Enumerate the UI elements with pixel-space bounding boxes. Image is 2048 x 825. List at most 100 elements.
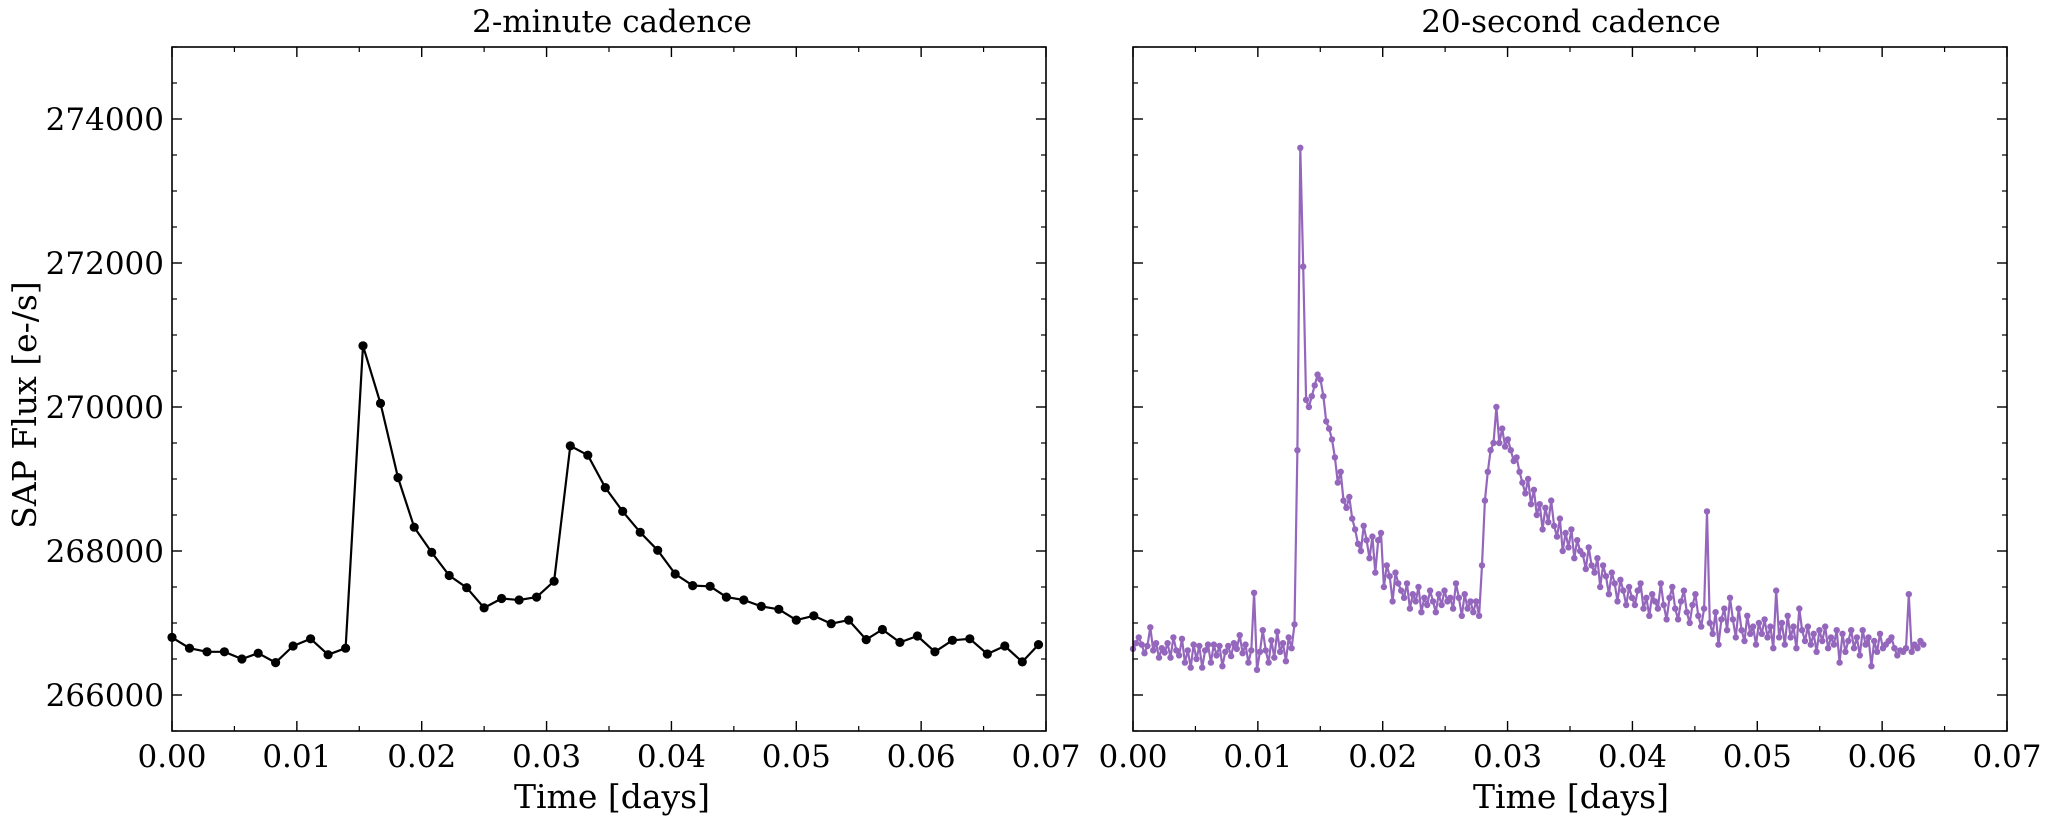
data-point — [1291, 621, 1298, 628]
data-point — [1138, 641, 1145, 648]
axis-ticks: 0.00 0.01 0.02 0.03 0.04 0.05 0.06 0.07 — [1098, 46, 2042, 775]
data-point — [1836, 659, 1843, 666]
data-point — [1294, 447, 1301, 454]
data-point — [1524, 475, 1532, 483]
data-point — [1155, 654, 1163, 661]
data-point — [1216, 642, 1223, 650]
data-point — [1178, 635, 1186, 642]
data-point — [1493, 403, 1500, 411]
data-point — [1784, 612, 1791, 619]
data-point — [462, 583, 472, 593]
data-point — [1824, 645, 1832, 652]
data-point — [1285, 634, 1292, 641]
data-point — [1400, 594, 1408, 601]
data-point — [1709, 630, 1716, 637]
data-point — [1628, 594, 1636, 601]
data-point — [1721, 605, 1728, 612]
data-point — [1196, 642, 1203, 650]
data-point — [1654, 605, 1662, 612]
data-point — [1017, 657, 1027, 667]
data-point — [1859, 627, 1866, 634]
data-point — [1409, 591, 1417, 598]
data-point — [1891, 645, 1898, 652]
data-point — [1767, 623, 1774, 630]
data-point — [739, 595, 749, 605]
x-tick-label: 0.07 — [1011, 739, 1080, 775]
data-point — [358, 341, 368, 351]
data-point — [1268, 637, 1275, 644]
data-point — [1499, 425, 1506, 432]
data-point — [1770, 645, 1777, 652]
data-point — [1822, 623, 1829, 630]
data-point — [1692, 591, 1699, 598]
data-point — [1311, 382, 1318, 389]
data-point — [1271, 654, 1278, 661]
data-point — [1597, 583, 1604, 591]
data-point — [861, 635, 871, 645]
chart-title: 20-second cadence — [1421, 4, 1721, 40]
x-tick-label: 0.02 — [1348, 739, 1417, 775]
x-tick-label: 0.01 — [1223, 739, 1292, 775]
data-point — [895, 637, 905, 648]
data-point — [1282, 658, 1290, 665]
data-point — [1432, 609, 1440, 616]
chart-panel-2min: 2-minute cadence SAP Flux [e-/s] Time [d… — [5, 4, 1081, 816]
data-point — [1920, 641, 1927, 648]
data-point — [1426, 587, 1434, 594]
data-point — [1447, 594, 1454, 601]
data-point — [1539, 526, 1546, 533]
data-point — [1842, 648, 1849, 655]
data-point — [1905, 591, 1913, 598]
data-point — [618, 506, 628, 516]
data-point — [1230, 640, 1238, 647]
data-point — [965, 634, 975, 644]
plot-area — [1129, 144, 1927, 673]
data-point — [1328, 436, 1336, 443]
data-point — [1830, 641, 1838, 648]
x-tick-label: 0.06 — [887, 739, 956, 775]
data-point — [1424, 601, 1431, 609]
data-point — [1331, 454, 1339, 461]
data-point — [1351, 526, 1359, 533]
data-point — [1674, 616, 1682, 623]
data-point — [1781, 641, 1789, 648]
data-point — [1227, 652, 1235, 660]
data-point — [1193, 655, 1200, 663]
data-point — [1865, 634, 1872, 641]
data-point — [1308, 393, 1316, 400]
data-point — [1827, 634, 1835, 641]
data-point — [1297, 144, 1304, 151]
data-point — [1135, 634, 1143, 641]
data-point — [1790, 623, 1797, 630]
data-point — [1147, 624, 1154, 631]
x-tick-label: 0.03 — [512, 739, 581, 775]
data-point — [1545, 519, 1552, 526]
data-point — [1406, 605, 1414, 612]
data-point — [1798, 627, 1806, 634]
data-point — [1461, 591, 1468, 598]
data-point — [1761, 616, 1768, 623]
y-tick-label: 272000 — [46, 246, 164, 282]
data-point — [409, 522, 419, 532]
data-point — [1343, 504, 1350, 511]
data-point — [1868, 663, 1875, 670]
data-point — [583, 450, 593, 460]
data-point — [1816, 627, 1823, 634]
x-tick-label: 0.04 — [637, 739, 706, 775]
data-point — [1602, 573, 1610, 580]
data-point — [1640, 605, 1647, 612]
data-point — [1536, 501, 1543, 508]
data-point — [1464, 605, 1471, 612]
data-point — [1530, 486, 1538, 493]
data-point — [1726, 594, 1734, 601]
data-point — [1222, 648, 1229, 655]
data-point — [1744, 612, 1751, 619]
data-point — [1677, 598, 1685, 605]
data-point — [1723, 627, 1731, 634]
data-point — [1599, 562, 1607, 569]
data-point — [1470, 609, 1477, 616]
data-point — [1150, 647, 1157, 654]
data-point — [912, 631, 923, 641]
data-point — [202, 647, 212, 657]
